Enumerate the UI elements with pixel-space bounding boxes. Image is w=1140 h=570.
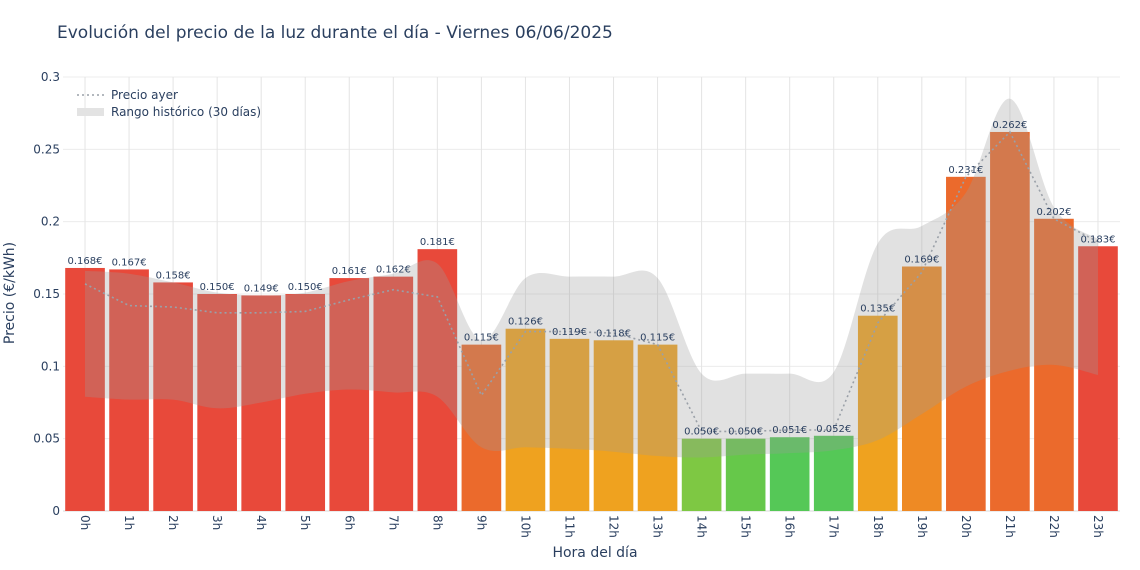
bar xyxy=(946,176,986,511)
bar-value-label: 0.115€ xyxy=(640,333,675,344)
x-tick-label: 15h xyxy=(739,515,753,538)
chart-title: Evolución del precio de la luz durante e… xyxy=(57,23,613,43)
y-tick-label: 0.15 xyxy=(33,287,60,301)
bar xyxy=(241,295,282,511)
x-tick-label: 17h xyxy=(827,515,841,538)
bar xyxy=(857,315,898,511)
bar xyxy=(65,267,105,511)
x-tick-label: 19h xyxy=(915,515,929,538)
bar xyxy=(505,328,546,511)
bar-value-label: 0.158€ xyxy=(156,270,191,281)
bar xyxy=(329,278,370,511)
bar xyxy=(637,344,678,511)
y-tick-label: 0 xyxy=(52,504,60,518)
bar-value-label: 0.231€ xyxy=(948,165,983,176)
bar-value-label: 0.135€ xyxy=(860,304,895,315)
bar xyxy=(593,340,634,511)
bar xyxy=(1078,246,1118,511)
bar-value-label: 0.051€ xyxy=(772,425,807,436)
bar xyxy=(1034,218,1074,512)
bar-value-label: 0.115€ xyxy=(464,333,499,344)
x-axis-title: Hora del día xyxy=(552,545,637,561)
historical-range-band xyxy=(85,98,1098,458)
bar-value-label: 0.150€ xyxy=(288,282,323,293)
bar-value-label: 0.118€ xyxy=(596,328,631,339)
y-tick-label: 0.2 xyxy=(41,215,60,229)
bar-value-label: 0.167€ xyxy=(112,257,147,268)
bar xyxy=(901,266,942,511)
bar-value-label: 0.202€ xyxy=(1036,207,1071,218)
legend: Precio ayer Rango histórico (30 días) xyxy=(77,88,261,119)
legend-range-swatch xyxy=(77,108,104,116)
bar xyxy=(990,131,1030,511)
bar-value-label: 0.126€ xyxy=(508,317,543,328)
bar-value-label: 0.168€ xyxy=(68,256,103,267)
bar xyxy=(153,282,193,511)
x-tick-label: 23h xyxy=(1091,515,1105,538)
x-tick-label: 10h xyxy=(518,515,532,538)
bar xyxy=(285,294,326,511)
bar xyxy=(725,438,766,511)
bar xyxy=(681,438,722,511)
bar xyxy=(461,344,502,511)
bar-value-label: 0.150€ xyxy=(200,282,235,293)
x-tick-label: 12h xyxy=(607,515,621,538)
x-tick-label: 13h xyxy=(651,515,665,538)
x-axis: 0h 1h 2h 3h 4h 5h 6h 7h 8h 9h 10h 11h 12h 13h 14h 15h 16… xyxy=(78,515,1105,538)
x-tick-label: 14h xyxy=(695,515,709,538)
x-tick-label: 8h xyxy=(430,515,444,530)
x-tick-label: 18h xyxy=(871,515,885,538)
bar-value-label: 0.161€ xyxy=(332,266,367,277)
x-tick-label: 21h xyxy=(1003,515,1017,538)
y-axis-title: Precio (€/kWh) xyxy=(2,242,18,344)
bar-value-label: 0.169€ xyxy=(904,255,939,266)
x-tick-label: 6h xyxy=(342,515,356,530)
legend-range-label: Rango histórico (30 días) xyxy=(111,105,261,119)
bar xyxy=(769,437,810,511)
x-tick-label: 11h xyxy=(563,515,577,538)
bar-value-label: 0.052€ xyxy=(816,424,851,435)
bar xyxy=(813,435,854,511)
x-tick-label: 16h xyxy=(783,515,797,538)
bar-value-label: 0.119€ xyxy=(552,327,587,338)
bar xyxy=(373,276,414,511)
bar xyxy=(109,269,149,511)
x-tick-label: 1h xyxy=(122,515,136,530)
bar-value-label: 0.181€ xyxy=(420,237,455,248)
bar-value-label: 0.262€ xyxy=(992,120,1027,131)
x-tick-label: 4h xyxy=(254,515,268,530)
x-tick-label: 3h xyxy=(210,515,224,530)
bar-value-label: 0.050€ xyxy=(684,427,719,438)
bar-value-label: 0.149€ xyxy=(244,283,279,294)
bar-value-label: 0.183€ xyxy=(1080,234,1115,245)
x-tick-label: 0h xyxy=(78,515,92,530)
bars xyxy=(65,131,1118,512)
x-tick-label: 7h xyxy=(386,515,400,530)
bar xyxy=(549,338,590,511)
x-tick-label: 9h xyxy=(474,515,488,530)
y-tick-label: 0.25 xyxy=(33,142,60,156)
y-tick-label: 0.1 xyxy=(41,359,60,373)
bar-value-label: 0.162€ xyxy=(376,265,411,276)
bar xyxy=(417,249,458,512)
y-tick-label: 0.3 xyxy=(41,70,60,84)
x-tick-label: 5h xyxy=(298,515,312,530)
x-tick-label: 20h xyxy=(959,515,973,538)
x-tick-label: 2h xyxy=(166,515,180,530)
bar-value-labels: 0.168€ 0.167€ 0.158€ 0.150€ 0.149€ 0.150€ 0.16… xyxy=(68,120,1116,438)
x-tick-label: 22h xyxy=(1047,515,1061,538)
legend-yesterday-label: Precio ayer xyxy=(111,88,178,102)
y-tick-label: 0.05 xyxy=(33,432,60,446)
bar xyxy=(197,294,237,511)
bar-value-label: 0.050€ xyxy=(728,427,763,438)
y-axis: 0 0.05 0.1 0.15 0.2 0.25 0.3 xyxy=(33,70,60,518)
historical-range-area xyxy=(85,98,1098,458)
